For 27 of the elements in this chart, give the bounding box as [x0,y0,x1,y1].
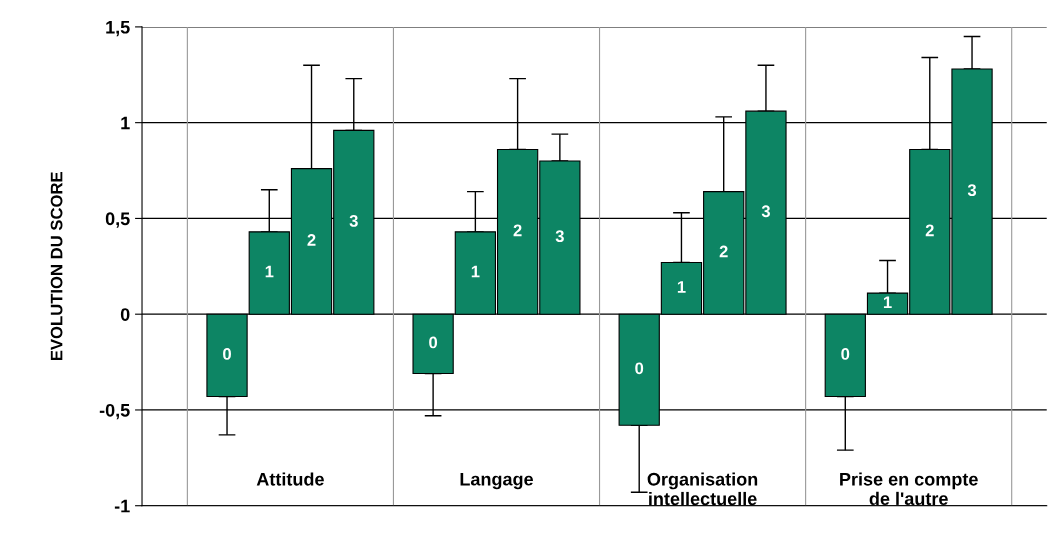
y-tick-label: 1 [121,116,130,130]
text: 2 [513,224,522,237]
text: 1 [471,265,480,278]
y-tick-label: -1 [114,499,130,513]
series-label: 2 [719,245,728,258]
text: 2 [307,234,316,246]
text: 3 [555,230,564,243]
text: 0 [635,362,644,375]
y-tick-label: 0 [120,308,130,321]
series-label: 0 [223,348,231,360]
x-tick-label: Langage [460,472,533,490]
x-tick-label: Prise en compte de l'autre [840,472,978,506]
y-tick-label: 1,5 [106,21,130,37]
y-tick-label: -0,5 [99,403,130,420]
text: 0 [429,336,438,349]
series-label: 3 [967,184,977,197]
text: 2 [925,224,934,237]
series-label: 1 [883,296,892,308]
text: 1 [265,265,274,278]
y-axis-title: EVOLUTION DU SCORE [50,172,63,361]
x-tick-label: Organisation intellectuelle [647,472,758,506]
text: 1 [677,281,686,293]
y-tick-label: 0,5 [105,212,130,228]
text: 3 [761,205,770,218]
text: 0 [841,348,850,360]
text: 3 [349,214,358,227]
x-tick-label: Attitude [256,472,324,486]
